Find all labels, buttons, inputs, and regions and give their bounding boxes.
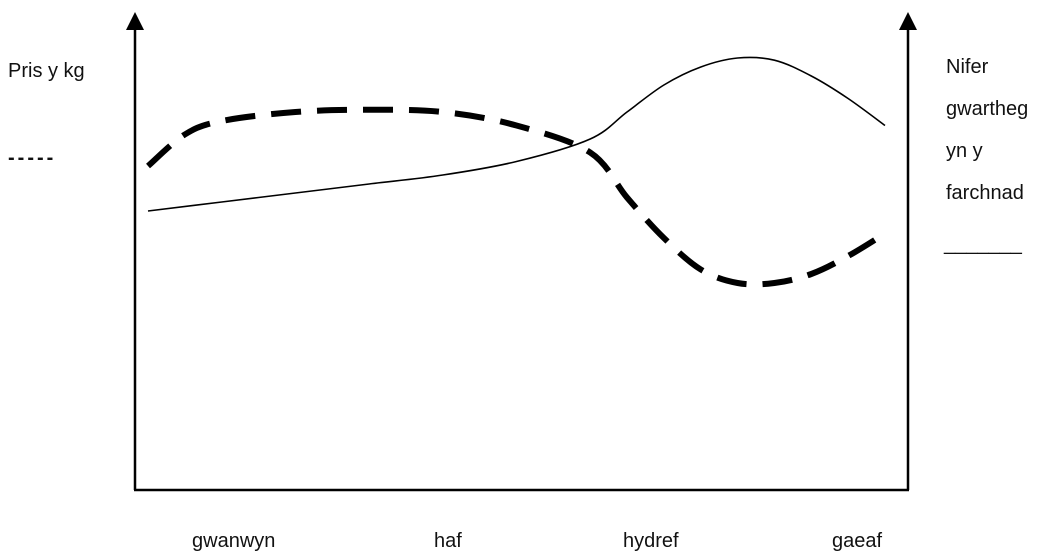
left-legend-key: ----- [8, 147, 56, 169]
tick-label-gaeaf: gaeaf [832, 530, 882, 552]
right-axis-label-line-3: yn y [946, 140, 983, 162]
right-axis-label-line-4: farchnad [946, 182, 1024, 204]
left-axis-label: Pris y kg [8, 60, 85, 82]
series-cattle-count-line [147, 56, 886, 212]
right-legend-key: _______ [943, 233, 1023, 255]
right-axis-arrow [899, 12, 917, 30]
right-axis-label-line-2: gwartheg [946, 98, 1028, 120]
tick-label-hydref: hydref [623, 530, 679, 552]
tick-label-gwanwyn: gwanwyn [192, 530, 275, 552]
right-axis-label-line-1: Nifer [946, 56, 989, 78]
tick-label-haf: haf [434, 530, 462, 552]
series-price-line [146, 106, 887, 288]
left-axis-arrow [126, 12, 144, 30]
